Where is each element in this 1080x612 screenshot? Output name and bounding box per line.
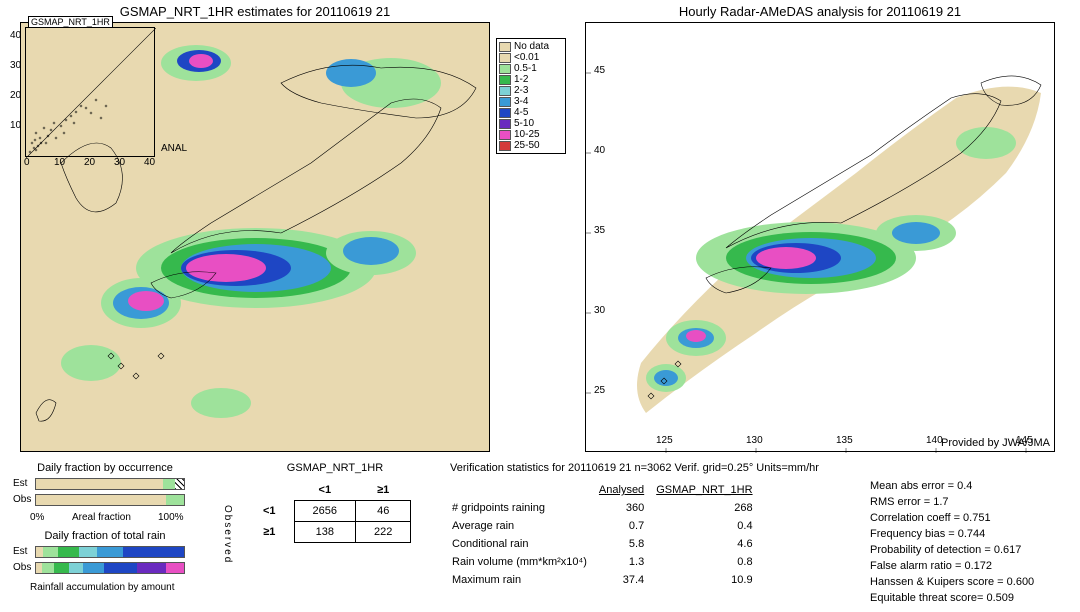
contingency-table: <1≥1 <1265646 ≥1138222 [245,480,411,543]
verif-table: AnalysedGSMAP_NRT_1HR # gridpoints raini… [450,480,765,590]
score-line: RMS error = 1.7 [870,494,1034,510]
score-line: Probability of detection = 0.617 [870,542,1034,558]
inset-label: GSMAP_NRT_1HR [28,16,113,28]
left-map-panel: GSMAP_NRT_1HR 0 10 20 30 40 10 20 30 40 … [20,22,490,452]
frac-total-title: Daily fraction of total rain [20,530,190,542]
score-line: Mean abs error = 0.4 [870,478,1034,494]
contingency-title: GSMAP_NRT_1HR [245,462,425,474]
legend-row: 2-3 [499,85,563,96]
legend-row: <0.01 [499,52,563,63]
fraction-bar [35,494,185,506]
verif-header: Verification statistics for 20110619 21 … [450,460,819,476]
contingency-side-label: Observed [222,505,233,564]
verif-row: Conditional rain5.84.6 [452,536,763,552]
verif-row: # gridpoints raining360268 [452,500,763,516]
anal-label: ANAL [161,143,187,154]
right-map-title: Hourly Radar-AMeDAS analysis for 2011061… [585,4,1055,19]
map-credit: Provided by JWA/JMA [941,437,1050,449]
score-list: Mean abs error = 0.4RMS error = 1.7Corre… [870,478,1034,606]
legend-row: 5-10 [499,118,563,129]
fraction-bar [35,478,185,490]
frac-occ-title: Daily fraction by occurrence [20,462,190,474]
legend-row: 0.5-1 [499,63,563,74]
score-line: Hanssen & Kuipers score = 0.600 [870,574,1034,590]
inset-scatter: GSMAP_NRT_1HR 0 10 20 30 40 10 20 30 40 … [25,27,155,157]
verif-row: Average rain0.70.4 [452,518,763,534]
legend-row: 3-4 [499,96,563,107]
legend-row: No data [499,41,563,52]
legend-row: 4-5 [499,107,563,118]
fraction-bar [35,546,185,558]
score-line: False alarm ratio = 0.172 [870,558,1034,574]
verif-row: Maximum rain37.410.9 [452,572,763,588]
legend-row: 25-50 [499,140,563,151]
score-line: Equitable threat score= 0.509 [870,590,1034,606]
right-map-panel: 125 130 135 140 145 25 30 35 40 45 Provi… [585,22,1055,452]
legend-row: 1-2 [499,74,563,85]
fraction-bar [35,562,185,574]
verif-row: Rain volume (mm*km²x10⁴)1.30.8 [452,554,763,570]
legend-row: 10-25 [499,129,563,140]
color-legend: No data<0.010.5-11-22-33-44-55-1010-2525… [496,38,566,154]
score-line: Frequency bias = 0.744 [870,526,1034,542]
score-line: Correlation coeff = 0.751 [870,510,1034,526]
